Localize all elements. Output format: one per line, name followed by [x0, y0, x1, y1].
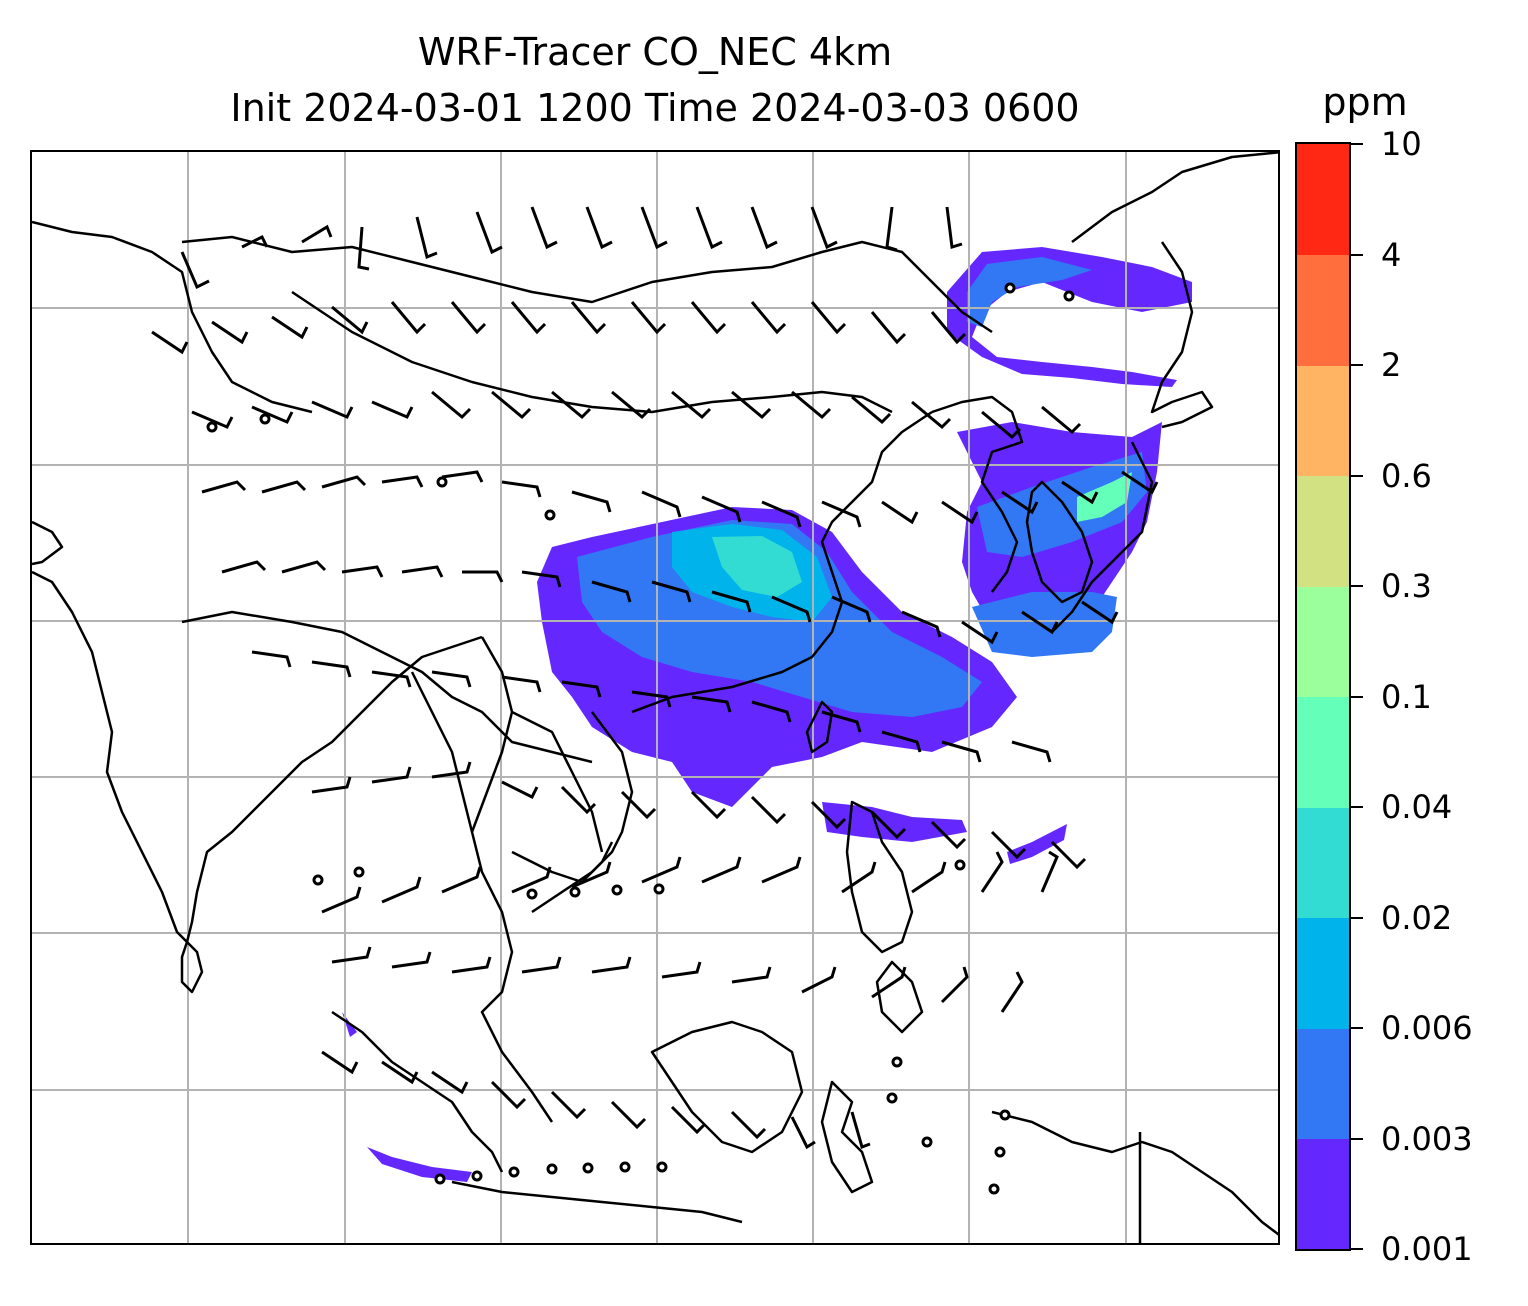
- colorbar-tick-label: 0.04: [1381, 788, 1453, 826]
- colorbar: [1295, 142, 1351, 1251]
- colorbar-unit-label: ppm: [1322, 80, 1408, 124]
- barb-row-8: [321, 850, 1059, 914]
- coast-taiwan: [805, 700, 834, 754]
- barb-row-3: [191, 390, 1082, 440]
- coast-philippines-luzon: [845, 800, 914, 954]
- coast-russia-east: [1150, 241, 1214, 429]
- colorbar-tick-label: 0.003: [1381, 1119, 1473, 1158]
- graticule: [32, 152, 1278, 1243]
- border-kazakh: [32, 220, 313, 414]
- border-tibet: [181, 610, 593, 764]
- tracer-plume-layer: [342, 247, 1192, 1182]
- barb-row-9: [331, 946, 1024, 1013]
- colorbar-bin: [1297, 586, 1349, 697]
- coast-sumatra: [331, 1010, 504, 1173]
- plume-philippines: [822, 802, 967, 842]
- border-laos: [511, 710, 604, 853]
- colorbar-tick: [1351, 1137, 1363, 1140]
- coast-korea: [1025, 480, 1094, 604]
- map-panel: [30, 150, 1280, 1245]
- colorbar-tick: [1351, 806, 1363, 808]
- coast-india-west: [32, 520, 64, 566]
- map-title-line2: Init 2024-03-01 1200 Time 2024-03-03 060…: [230, 86, 1080, 130]
- plume-korea-band-mid: [977, 452, 1147, 557]
- coast-japan: [1051, 441, 1154, 633]
- colorbar-tick: [1351, 474, 1363, 477]
- plume-east-tail: [972, 592, 1117, 657]
- coast-srilanka: [180, 940, 204, 994]
- coast-bohai: [931, 395, 1024, 593]
- calm-markers: [206, 282, 1075, 1195]
- coast-indochina: [470, 636, 554, 1123]
- colorbar-tick-label: 4: [1381, 235, 1402, 274]
- barb-row-4: [201, 470, 1159, 528]
- coast-new-guinea: [991, 1110, 1278, 1236]
- border-china-north: [181, 235, 993, 334]
- colorbar-tick-label: 0.001: [1381, 1230, 1473, 1268]
- colorbar-tick: [1351, 364, 1363, 366]
- colorbar-bin: [1297, 365, 1349, 476]
- barb-row-5: [221, 560, 1119, 645]
- colorbar-tick: [1351, 916, 1363, 919]
- map-canvas: [32, 152, 1278, 1243]
- colorbar-bin: [1297, 254, 1349, 366]
- colorbar-bin: [1297, 1138, 1349, 1249]
- colorbar-bin: [1297, 807, 1349, 918]
- colorbar-tick-label: 10: [1381, 125, 1422, 163]
- colorbar-tick: [1351, 695, 1363, 698]
- colorbar-tick-label: 0.6: [1381, 456, 1432, 495]
- plume-java: [367, 1147, 472, 1182]
- colorbar-tick: [1351, 1027, 1363, 1029]
- colorbar-tick: [1351, 1248, 1363, 1250]
- coast-india: [32, 570, 483, 944]
- colorbar-bin: [1297, 144, 1349, 255]
- colorbar-tick: [1351, 253, 1363, 256]
- barb-row-7: [311, 761, 1087, 870]
- colorbar-tick-label: 0.3: [1381, 567, 1432, 605]
- barb-row-10: [321, 1050, 871, 1150]
- coast-china-south: [631, 410, 933, 714]
- coast-philippines-south: [875, 960, 924, 1034]
- barb-row-2: [151, 301, 967, 355]
- barb-row-6: [251, 650, 1052, 763]
- coast-northeast: [1071, 152, 1278, 243]
- colorbar-bin: [1297, 475, 1349, 587]
- coast-java: [451, 1180, 743, 1224]
- coastline-layer: [32, 152, 1278, 1243]
- plume-korea-band-inner: [1077, 472, 1132, 522]
- plume-main-core: [712, 536, 802, 597]
- map-title-line1: WRF-Tracer CO_NEC 4km: [417, 30, 893, 74]
- coast-borneo: [650, 1020, 804, 1154]
- coast-vietnam: [531, 711, 634, 914]
- colorbar-bin: [1297, 696, 1349, 808]
- coast-sulawesi: [820, 1080, 874, 1194]
- plume-northeast-arc-inner: [967, 257, 1092, 327]
- barb-row-1: [180, 206, 963, 290]
- colorbar-tick: [1351, 143, 1363, 145]
- colorbar-bin: [1297, 1028, 1349, 1139]
- colorbar-bin: [1297, 917, 1349, 1029]
- colorbar-tick-label: 0.02: [1381, 898, 1453, 937]
- colorbar-tick: [1351, 585, 1363, 587]
- border-mongolia: [291, 290, 893, 414]
- colorbar-tick-label: 2: [1381, 346, 1402, 384]
- colorbar-tick-label: 0.006: [1381, 1009, 1473, 1047]
- wind-barb-layer: [151, 206, 1159, 1150]
- colorbar-tick-label: 0.1: [1381, 677, 1432, 716]
- border-myanmar: [410, 671, 474, 833]
